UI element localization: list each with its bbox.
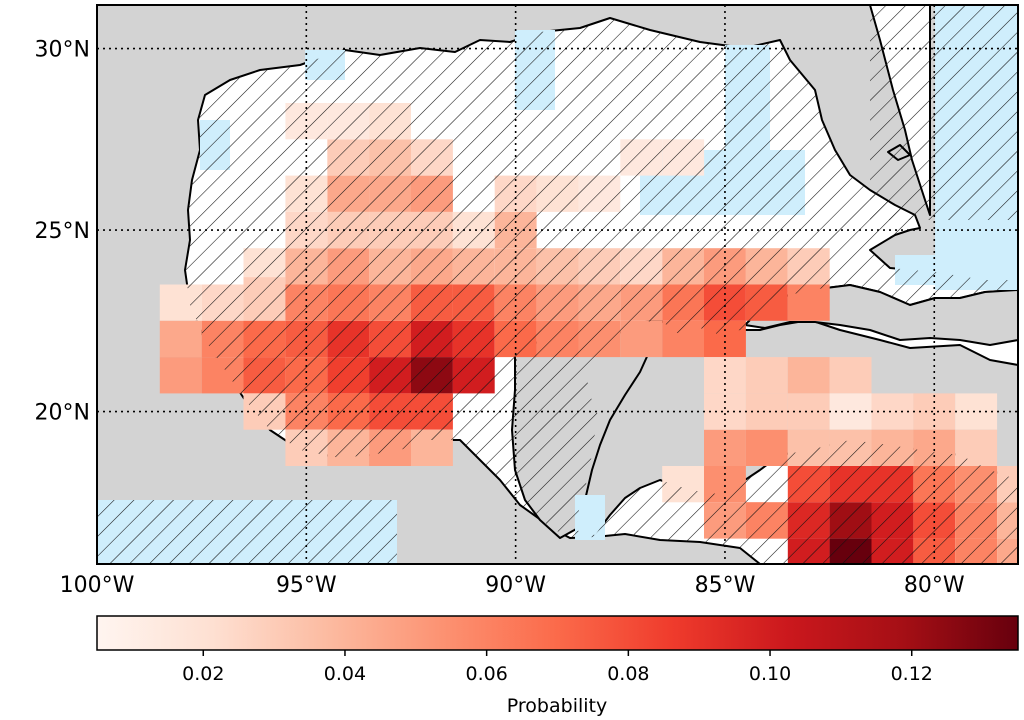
- map-frame: [96, 4, 1019, 565]
- colorbar-tick-label: 0.04: [324, 663, 366, 685]
- heatmap-cell: [829, 357, 872, 394]
- colorbar-tick-label: 0.10: [749, 663, 791, 685]
- colorbar-tick-label: 0.02: [182, 663, 224, 685]
- heatmap-cell: [704, 357, 746, 394]
- longitude-tick-label: 95°W: [276, 573, 337, 598]
- heatmap-cell: [159, 320, 202, 358]
- longitude-tick-labels: 100°W 95°W 90°W 85°W 80°W: [60, 573, 965, 598]
- colorbar-tick-label: 0.06: [465, 663, 507, 685]
- heatmap-cell: [745, 357, 788, 394]
- hatch-pacific: [97, 500, 397, 564]
- map-panel: [97, 5, 1018, 600]
- heatmap-cell: [830, 564, 872, 600]
- colorbar-tick-label: 0.12: [891, 663, 933, 685]
- hatch-atlantic: [870, 5, 1018, 220]
- colorbar: 0.02 0.04 0.06 0.08 0.10 0.12 Probability: [96, 615, 1019, 717]
- latitude-tick-label: 30°N: [35, 38, 90, 63]
- longitude-tick-label: 90°W: [485, 573, 546, 598]
- colorbar-label: Probability: [507, 695, 607, 717]
- longitude-tick-label: 85°W: [695, 573, 756, 598]
- colorbar-ticks: 0.02 0.04 0.06 0.08 0.10 0.12: [182, 650, 933, 685]
- heatmap-cell: [704, 429, 746, 466]
- heatmap-cell: [159, 357, 202, 394]
- colorbar-gradient: [96, 615, 1019, 651]
- hatching-overlay: [97, 5, 1018, 564]
- latitude-tick-label: 20°N: [35, 401, 90, 426]
- heatmap-cell: [787, 357, 830, 394]
- longitude-tick-label: 100°W: [60, 573, 135, 598]
- latitude-tick-labels: 20°N 25°N 30°N: [35, 38, 90, 426]
- latitude-tick-label: 25°N: [35, 219, 90, 244]
- longitude-tick-label: 80°W: [904, 573, 965, 598]
- hatch-gulf-basin: [185, 18, 1018, 564]
- colorbar-tick-label: 0.08: [607, 663, 649, 685]
